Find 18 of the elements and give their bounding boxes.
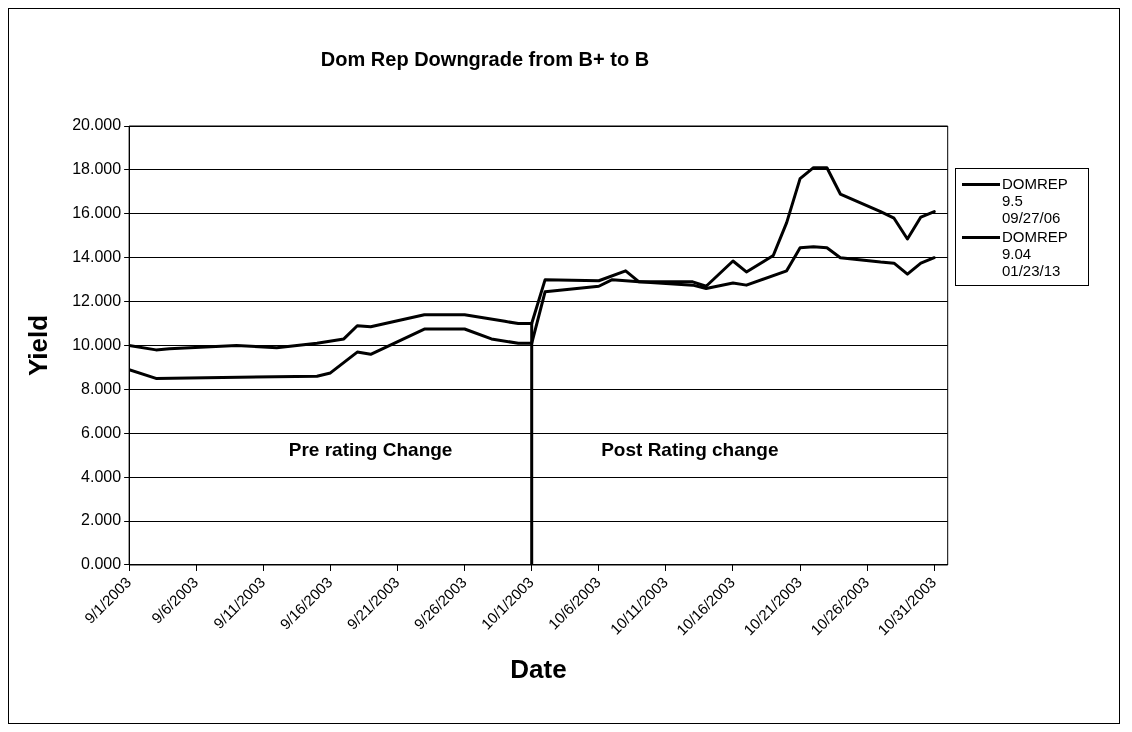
y-tick-label: 6.000 <box>81 423 122 441</box>
legend-label: DOMREP 9.5 09/27/06 <box>1002 175 1069 226</box>
legend-label: DOMREP 9.04 01/23/13 <box>1002 228 1069 279</box>
y-tick-label: 16.000 <box>72 204 122 222</box>
y-axis-title: Yield <box>22 314 53 377</box>
y-tick-label: 10.000 <box>72 335 122 353</box>
y-tick-label: 8.000 <box>81 379 122 397</box>
chart-title: Dom Rep Downgrade from B+ to B <box>320 47 650 70</box>
y-tick-label: 0.000 <box>81 555 122 573</box>
annotation: Post Rating change <box>601 439 779 461</box>
y-tick-label: 14.000 <box>72 248 122 266</box>
y-tick-label: 2.000 <box>81 511 122 529</box>
annotation: Pre rating Change <box>288 439 453 461</box>
y-tick-label: 20.000 <box>72 116 122 134</box>
x-axis-title: Date <box>510 653 567 684</box>
y-tick-label: 18.000 <box>72 160 122 178</box>
y-tick-label: 4.000 <box>81 467 122 485</box>
y-tick-label: 12.000 <box>72 292 122 309</box>
